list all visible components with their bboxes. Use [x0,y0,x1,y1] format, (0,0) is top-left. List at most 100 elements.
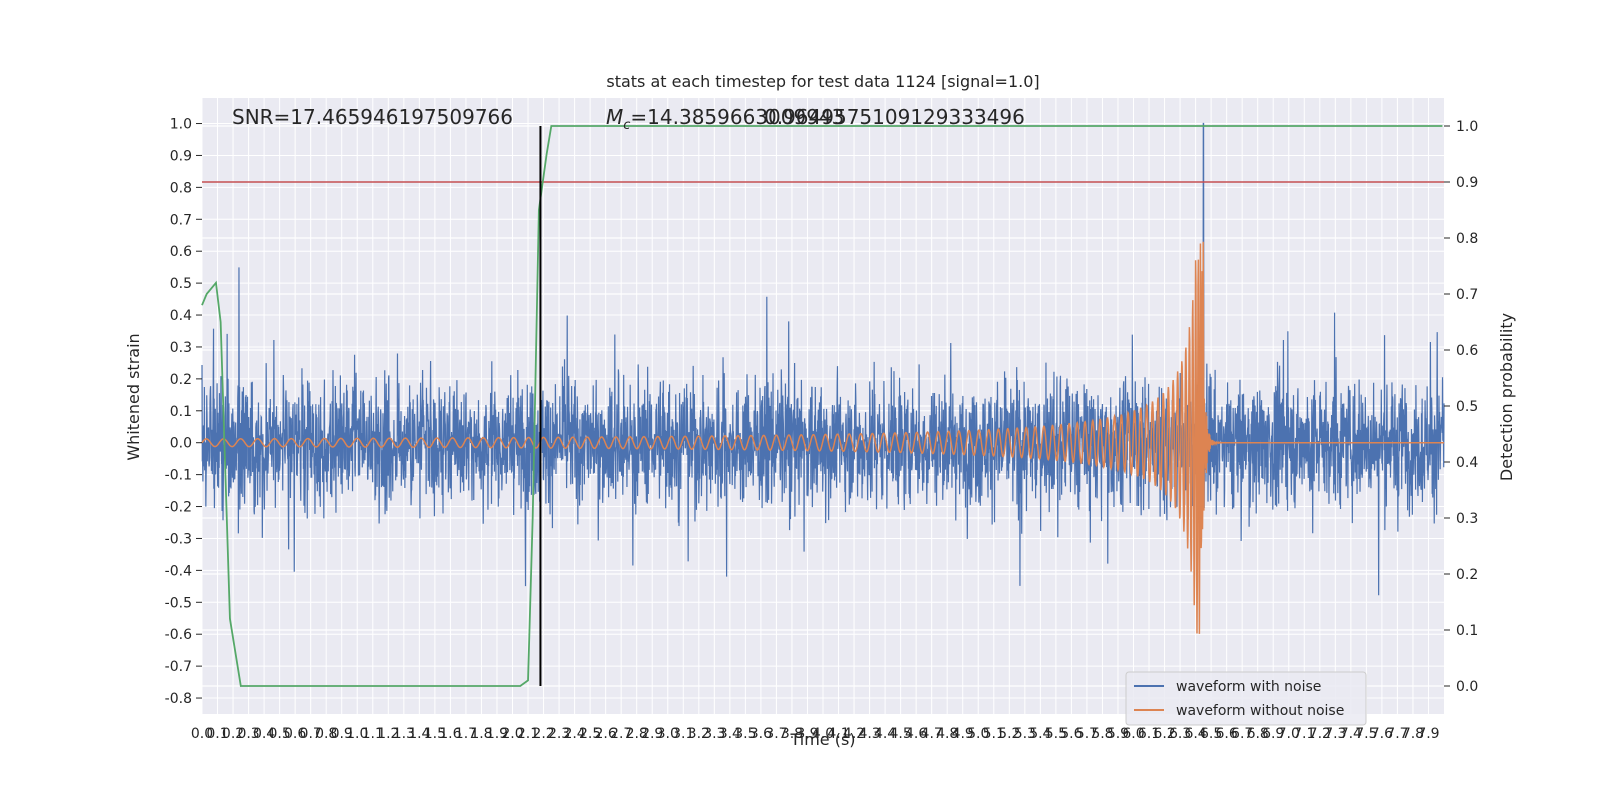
x-tick-label: 0.7 [300,726,322,742]
y-right-tick-label: 0.4 [1456,455,1478,471]
x-tick-label: 2.8 [626,726,648,742]
x-tick-label: 7.1 [1293,726,1315,742]
x-tick-label: 2.4 [563,726,585,742]
x-tick-label: 6.5 [1200,726,1222,742]
x-tick-label: 4.0 [812,726,834,742]
y-left-tick-label: -0.3 [165,531,192,547]
x-tick-label: 6.6 [1216,726,1238,742]
y-left-tick-label: 0.6 [170,244,192,260]
chart-title: stats at each timestep for test data 112… [606,72,1039,91]
y-right-axis-label: Detection probability [1497,313,1516,481]
x-tick-label: 1.5 [424,726,446,742]
x-tick-label: 4.3 [858,726,880,742]
x-tick-label: 1.8 [470,726,492,742]
y-left-tick-label: -0.1 [165,468,192,484]
series-detection-probability [201,125,1443,687]
legend: waveform with noise waveform without noi… [1125,671,1367,726]
x-tick-label: 0.1 [206,726,228,742]
x-tick-label: 2.5 [579,726,601,742]
y-right-tick-label: 0.0 [1456,679,1478,695]
x-tick-label: 6.8 [1247,726,1269,742]
x-tick-label: 1.3 [393,726,415,742]
x-tick-label: 5.3 [1014,726,1036,742]
x-tick-label: 3.7 [765,726,787,742]
y-left-tick-label: -0.5 [165,595,192,611]
legend-label-noise: waveform with noise [1176,679,1321,695]
x-tick-label: 2.9 [641,726,663,742]
x-tick-label: 3.3 [703,726,725,742]
x-tick-label: 0.6 [284,726,306,742]
x-tick-label: 6.0 [1122,726,1144,742]
x-tick-label: 3.9 [796,726,818,742]
x-tick-label: 7.2 [1309,726,1331,742]
x-tick-label: 3.0 [657,726,679,742]
y-right-tick-labels: 0.0 0.1 0.2 0.3 0.4 0.5 0.6 0.7 0.8 0.9 1.0 [1444,119,1478,695]
y-left-tick-labels: -0.8 -0.7 -0.6 -0.5 -0.4 -0.3 -0.2 -0.1 0.0 0.1 0.… [165,117,202,707]
mc-value: =14.3859663009943 [630,105,844,129]
x-tick-label: 0.5 [268,726,290,742]
x-tick-label: 5.4 [1029,726,1051,742]
x-tick-label: 4.8 [936,726,958,742]
y-right-tick-label: 0.7 [1456,287,1478,303]
x-tick-label: 6.2 [1153,726,1175,742]
mc-subscript: c [623,118,630,133]
y-left-tick-label: 0.7 [170,212,192,228]
x-tick-label: 3.2 [688,726,710,742]
x-tick-label: 7.9 [1417,726,1439,742]
x-tick-label: 1.9 [486,726,508,742]
x-tick-label: 3.5 [734,726,756,742]
y-left-tick-label: -0.2 [165,500,192,516]
x-tick-label: 0.8 [315,726,337,742]
y-right-tick-label: 0.1 [1456,623,1478,639]
mc-annotation: Mc=14.3859663009943 [606,105,844,133]
x-tick-label: 0.2 [222,726,244,742]
x-tick-label: 5.2 [998,726,1020,742]
mc-symbol: M [606,105,623,129]
y-right-tick-label: 0.5 [1456,399,1478,415]
x-tick-label: 5.8 [1091,726,1113,742]
x-tick-label: 7.4 [1340,726,1362,742]
x-tick-label: 3.1 [672,726,694,742]
overlap-annotation: 0.9649575109129333496 [764,105,1025,129]
x-tick-label: 5.5 [1045,726,1067,742]
x-tick-label: 4.7 [921,726,943,742]
x-axis-label: Time (s) [789,730,855,749]
x-tick-label: 7.6 [1371,726,1393,742]
x-tick-label: 4.4 [874,726,896,742]
x-tick-label: 7.8 [1402,726,1424,742]
x-tick-label: 3.6 [750,726,772,742]
series-layer [201,122,1445,687]
y-left-tick-label: 0.2 [170,372,192,388]
y-left-tick-label: 1.0 [170,117,192,133]
y-right-tick-label: 0.8 [1456,231,1478,247]
y-right-tick-label: 0.6 [1456,343,1478,359]
y-left-tick-label: -0.7 [165,659,192,675]
x-tick-label: 5.1 [983,726,1005,742]
x-tick-label: 6.4 [1184,726,1206,742]
x-tick-label: 7.0 [1278,726,1300,742]
x-tick-label: 2.6 [595,726,617,742]
x-tick-label: 1.2 [377,726,399,742]
x-tick-label: 5.0 [967,726,989,742]
y-left-axis-label: Whitened strain [124,333,143,460]
x-tick-label: 7.5 [1355,726,1377,742]
y-left-tick-label: 0.4 [170,308,192,324]
x-tick-label: 1.0 [346,726,368,742]
x-tick-label: 6.9 [1262,726,1284,742]
legend-box [1125,671,1367,726]
y-right-tick-label: 0.9 [1456,175,1478,191]
series-waveform-without-noise [201,241,1444,634]
x-tick-label: 2.7 [610,726,632,742]
x-tick-label: 2.1 [517,726,539,742]
x-tick-label: 4.2 [843,726,865,742]
x-tick-label: 0.3 [237,726,259,742]
x-tick-label: 1.7 [455,726,477,742]
y-left-tick-label: -0.4 [165,563,192,579]
y-right-tick-label: 0.3 [1456,511,1478,527]
x-tick-label: 3.8 [781,726,803,742]
y-left-tick-label: -0.8 [165,691,192,707]
x-tick-label: 5.9 [1107,726,1129,742]
x-tick-label: 2.3 [548,726,570,742]
x-tick-label: 6.1 [1138,726,1160,742]
